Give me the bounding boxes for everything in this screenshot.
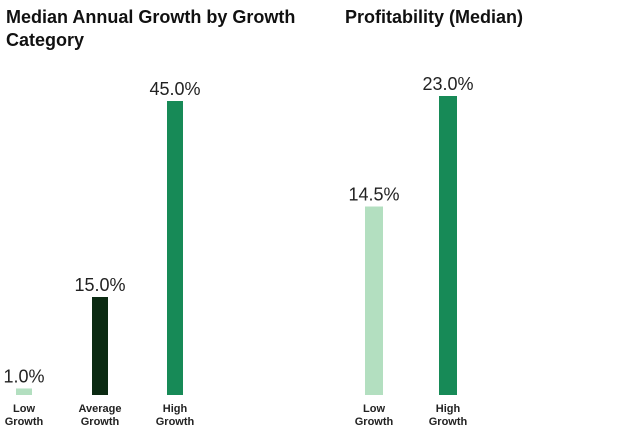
profitability-data-label-low: 14.5% bbox=[348, 185, 399, 205]
profitability-bar-high bbox=[439, 96, 457, 395]
profitability-data-label-high: 23.0% bbox=[422, 74, 473, 94]
profitability-category-label-high-2: Growth bbox=[429, 416, 468, 428]
growth-category-label-average-2: Growth bbox=[81, 416, 120, 428]
chart-title-profitability: Profitability (Median) bbox=[345, 7, 524, 27]
profitability-category-label-low-1: Low bbox=[363, 403, 385, 415]
growth-bar-low bbox=[16, 388, 32, 395]
growth-data-label-low: 1.0% bbox=[3, 366, 44, 386]
growth-category-label-high-1: High bbox=[163, 403, 188, 415]
chart-title-growth: Median Annual Growth by Growth Category bbox=[6, 7, 296, 50]
growth-bar-average bbox=[92, 297, 108, 395]
profitability-category-label-low-2: Growth bbox=[355, 416, 394, 428]
growth-data-label-high: 45.0% bbox=[149, 79, 200, 99]
growth-category-label-low-1: Low bbox=[13, 403, 35, 415]
growth-category-label-high-2: Growth bbox=[156, 416, 195, 428]
profitability-bar-low bbox=[365, 206, 383, 395]
growth-data-label-average: 15.0% bbox=[74, 275, 125, 295]
growth-category-label-average-1: Average bbox=[78, 403, 121, 415]
profitability-category-label-high-1: High bbox=[436, 403, 461, 415]
growth-category-label-low-2: Growth bbox=[5, 416, 44, 428]
growth-bar-high bbox=[167, 101, 183, 395]
